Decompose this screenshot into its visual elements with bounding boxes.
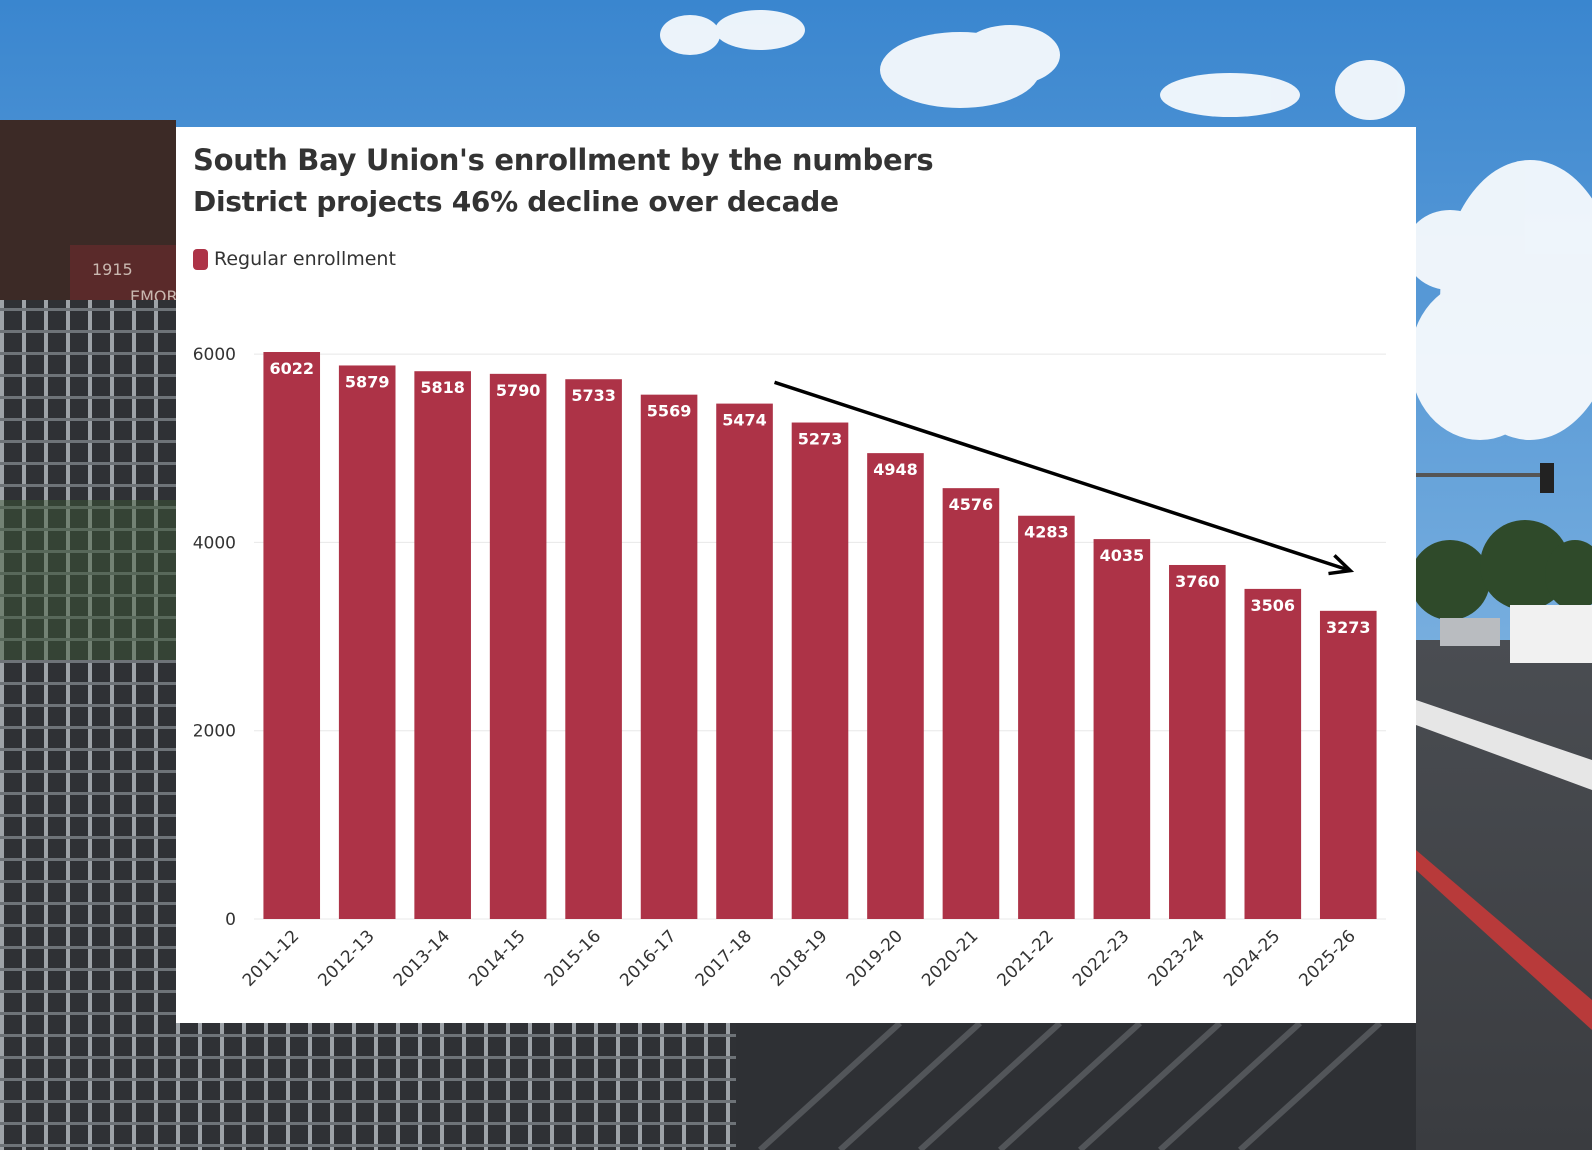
x-axis: 2011-12 2012-13 2013-14 2014-15 2015-16 2016-…	[239, 926, 1360, 990]
bar	[942, 488, 1000, 919]
chart-title: South Bay Union's enrollment by the numb…	[193, 143, 934, 177]
bar-value-label: 6022	[269, 359, 314, 378]
trend-arrow-shaft	[773, 380, 1351, 573]
bar-value-label: 4035	[1100, 546, 1145, 565]
bar-value-label: 5569	[647, 402, 692, 421]
bar-value-label: 3506	[1251, 596, 1296, 615]
legend-label: Regular enrollment	[214, 248, 396, 270]
bar	[640, 394, 698, 919]
bar-value-label: 5790	[496, 381, 541, 400]
bar	[489, 373, 547, 919]
bar	[1244, 588, 1302, 919]
x-tick-label: 2015-16	[541, 926, 605, 990]
x-tick-label: 2023-24	[1145, 926, 1209, 990]
x-tick-label: 2020-21	[918, 926, 982, 990]
bar	[1319, 610, 1377, 919]
x-tick-label: 2025-26	[1295, 926, 1359, 990]
x-tick-label: 2013-14	[390, 926, 454, 990]
bar-value-label: 3760	[1175, 572, 1220, 591]
bar	[414, 371, 471, 920]
x-tick-label: 2017-18	[692, 926, 756, 990]
bar	[1018, 515, 1075, 919]
x-tick-label: 2016-17	[616, 926, 680, 990]
legend: Regular enrollment	[193, 248, 396, 270]
bar	[338, 365, 396, 919]
x-tick-label: 2014-15	[465, 926, 529, 990]
y-tick-label: 4000	[193, 533, 236, 553]
bars	[263, 352, 1377, 920]
bar-chart: 0 2000 4000 6000 6022 5879 5818 5790 5733 5569 54…	[193, 345, 1386, 991]
y-axis: 0 2000 4000 6000	[193, 345, 236, 930]
y-tick-label: 6000	[193, 345, 236, 365]
bar	[791, 422, 849, 919]
x-tick-label: 2022-23	[1069, 926, 1133, 990]
bar	[716, 403, 773, 920]
y-tick-label: 0	[225, 910, 236, 930]
bar	[1093, 539, 1151, 919]
x-tick-label: 2019-20	[843, 926, 907, 990]
bar-value-label: 5273	[798, 430, 843, 449]
bar-value-label: 5818	[420, 378, 465, 397]
bar-value-label: 3273	[1326, 618, 1371, 637]
bar-value-label: 5879	[345, 372, 390, 391]
trend-arrow-head	[1328, 554, 1355, 576]
bar	[263, 352, 321, 919]
bar	[565, 379, 622, 919]
x-tick-label: 2018-19	[767, 926, 831, 990]
bar-value-label: 4576	[949, 495, 994, 514]
sign-text-year: 1915	[92, 260, 133, 279]
trend-arrow-annotation	[773, 380, 1355, 576]
bar-value-label: 4948	[873, 460, 918, 479]
x-tick-label: 2012-13	[314, 926, 378, 990]
bar-value-label: 4283	[1024, 523, 1069, 542]
bar-value-label: 5733	[571, 386, 616, 405]
x-tick-label: 2024-25	[1220, 926, 1284, 990]
bar	[1169, 564, 1226, 919]
bar-labels: 6022 5879 5818 5790 5733 5569 5474 5273 4948 4576…	[269, 359, 1370, 637]
y-tick-label: 2000	[193, 722, 236, 742]
x-tick-label: 2011-12	[239, 926, 303, 990]
bar	[867, 453, 924, 919]
chart-card: South Bay Union's enrollment by the numb…	[176, 127, 1416, 1023]
legend-swatch	[193, 248, 208, 270]
chart-subtitle: District projects 46% decline over decad…	[193, 185, 839, 218]
bar-value-label: 5474	[722, 411, 767, 430]
x-tick-label: 2021-22	[994, 926, 1058, 990]
